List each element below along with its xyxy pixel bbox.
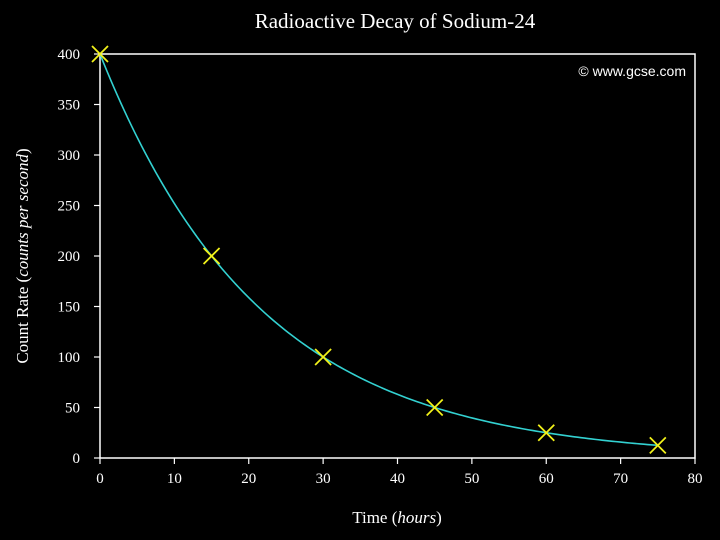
fit-curve [99,53,658,447]
data-point [314,348,332,366]
x-tick-label: 70 [613,471,628,487]
y-tick-label: 50 [65,401,80,417]
y-axis-title-unit: counts per second [13,154,32,277]
x-tick-label: 0 [96,471,104,487]
y-axis: 0 50 100 150 200 250 300 350 400 [58,47,100,467]
x-axis-title: Time (hours) [352,508,442,527]
y-tick-label: 350 [58,98,81,114]
data-point [91,45,109,63]
x-tick-label: 10 [167,471,182,487]
x-axis-title-main: Time [352,508,387,527]
data-point [202,247,221,265]
y-axis-title: Count Rate (counts per second) [13,148,32,363]
data-point [537,424,555,442]
chart-title: Radioactive Decay of Sodium-24 [255,9,536,33]
data-point [649,436,667,455]
x-tick-label: 60 [539,471,554,487]
y-tick-label: 300 [58,148,81,164]
y-tick-label: 200 [58,249,81,265]
x-tick-label: 50 [464,471,479,487]
x-tick-label: 40 [390,471,405,487]
watermark: © www.gcse.com [578,63,686,79]
y-axis-title-main: Count Rate [13,287,32,364]
y-tick-label: 250 [58,199,81,215]
data-markers [91,45,667,455]
y-tick-label: 0 [73,451,81,467]
data-point [426,398,444,417]
y-tick-label: 100 [58,350,81,366]
x-tick-label: 30 [316,471,331,487]
x-tick-label: 80 [688,471,703,487]
y-tick-label: 150 [58,300,81,316]
x-axis: 0 10 20 30 40 50 60 70 80 [96,458,703,487]
y-tick-label: 400 [58,47,81,63]
x-axis-title-unit: hours [397,508,436,527]
x-tick-label: 20 [241,471,256,487]
